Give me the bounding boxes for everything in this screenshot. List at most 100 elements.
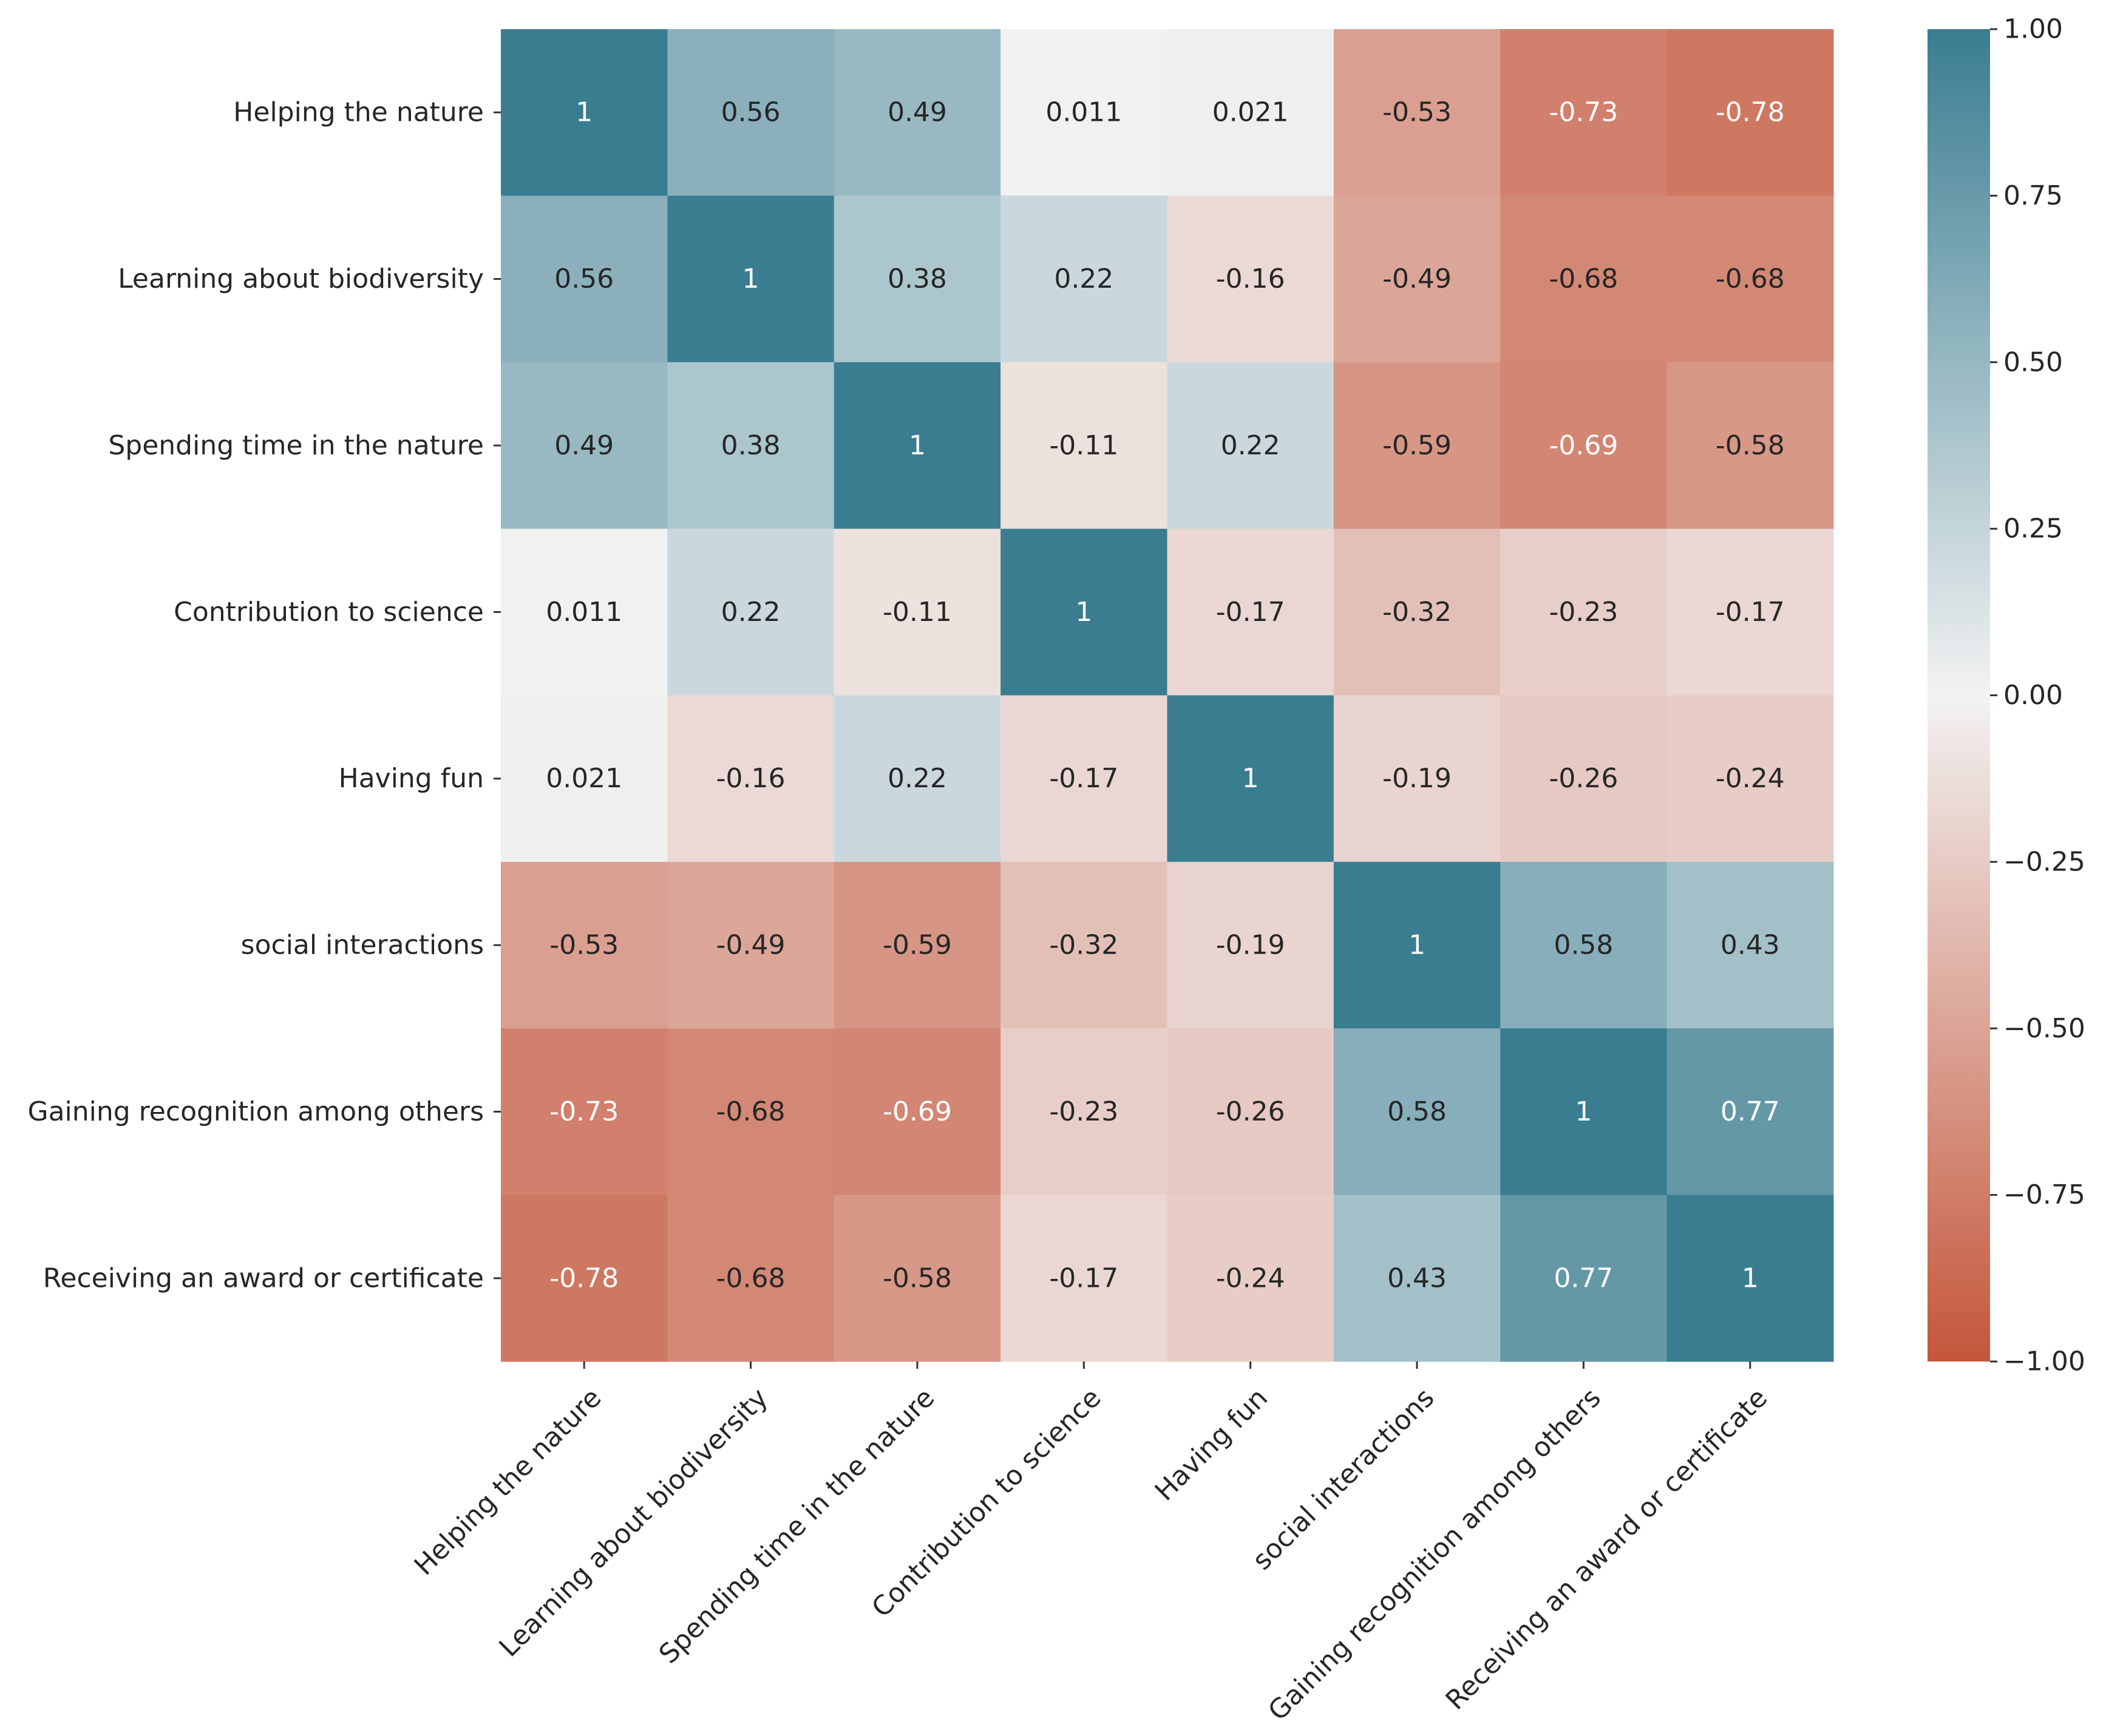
heatmap-cell bbox=[501, 1028, 668, 1196]
heatmap-cell bbox=[667, 362, 835, 529]
cell-annotation: -0.24 bbox=[1716, 763, 1785, 794]
y-tick-label: Spending time in the nature bbox=[108, 430, 484, 461]
heatmap-cell bbox=[1167, 529, 1334, 696]
heatmap-cell bbox=[667, 1195, 835, 1362]
heatmap-cell bbox=[1666, 861, 1834, 1029]
heatmap-cell bbox=[1666, 29, 1834, 196]
cell-annotation: 1 bbox=[1075, 597, 1092, 628]
x-tick-label: Having fun bbox=[1149, 1382, 1274, 1507]
heatmap-cell bbox=[1167, 29, 1334, 196]
heatmap-cell bbox=[667, 195, 835, 363]
cell-annotation: 0.38 bbox=[721, 430, 781, 461]
colorbar-gradient bbox=[1928, 29, 1990, 1361]
heatmap-cell bbox=[1333, 29, 1501, 196]
cell-annotation: -0.68 bbox=[716, 1096, 786, 1127]
cell-annotation: 0.011 bbox=[1045, 97, 1122, 128]
cell-annotation: 0.22 bbox=[888, 763, 947, 794]
heatmap-cell bbox=[1167, 861, 1334, 1029]
cell-annotation: 0.56 bbox=[721, 97, 781, 128]
cell-annotation: -0.16 bbox=[716, 763, 786, 794]
colorbar-tick-label: 0.25 bbox=[2003, 514, 2063, 544]
heatmap-cell bbox=[1500, 195, 1668, 363]
cell-annotation: -0.11 bbox=[1049, 430, 1118, 461]
cell-annotation: -0.17 bbox=[1049, 763, 1118, 794]
y-tick-label: Contribution to science bbox=[174, 597, 484, 628]
colorbar-tick-label: −0.75 bbox=[2003, 1179, 2085, 1210]
heatmap-cell bbox=[501, 861, 668, 1029]
heatmap-cell bbox=[1000, 861, 1167, 1029]
cell-annotation: 0.49 bbox=[554, 430, 614, 461]
cell-annotation: 1 bbox=[1408, 930, 1425, 961]
heatmap-cell bbox=[1000, 1028, 1167, 1196]
cell-annotation: 0.77 bbox=[1554, 1263, 1613, 1294]
y-tick-label: Learning about biodiversity bbox=[118, 263, 484, 294]
y-tick-label: social interactions bbox=[241, 930, 484, 961]
heatmap-cell bbox=[667, 29, 835, 196]
cell-annotation: -0.53 bbox=[1382, 97, 1452, 128]
heatmap-cell bbox=[1666, 1028, 1834, 1196]
heatmap-cell bbox=[1167, 195, 1334, 363]
heatmap-cell bbox=[1333, 529, 1501, 696]
heatmap-cell bbox=[1167, 695, 1334, 863]
heatmap-cell bbox=[1333, 1028, 1501, 1196]
heatmap-cell bbox=[1333, 195, 1501, 363]
colorbar: 1.00 0.75 0.50 0.25 0.00 −0.25 −0.50 −0.75 −1.00 bbox=[1928, 14, 2085, 1377]
cell-annotation: -0.19 bbox=[1382, 763, 1452, 794]
cell-annotation: -0.26 bbox=[1549, 763, 1619, 794]
heatmap-cell bbox=[834, 195, 1001, 363]
cell-annotation: -0.23 bbox=[1049, 1096, 1118, 1127]
heatmap-annotations: 1 0.56 0.49 0.011 0.021 -0.53 -0.73 -0.78 0.56 1 0… bbox=[546, 97, 1785, 1294]
heatmap-cell bbox=[501, 195, 668, 363]
cell-annotation: 1 bbox=[1742, 1263, 1759, 1294]
heatmap-cell bbox=[501, 362, 668, 529]
heatmap-cell bbox=[834, 1028, 1001, 1196]
heatmap-cell bbox=[1500, 695, 1668, 863]
heatmap-cell bbox=[1167, 1028, 1334, 1196]
cell-annotation: 1 bbox=[1242, 763, 1259, 794]
x-tick-label: Gaining recognition among others bbox=[1262, 1382, 1606, 1726]
cell-annotation: -0.69 bbox=[883, 1096, 952, 1127]
cell-annotation: -0.11 bbox=[883, 597, 952, 628]
colorbar-tick-label: 1.00 bbox=[2003, 14, 2063, 45]
heatmap-cell bbox=[1666, 695, 1834, 863]
cell-annotation: 0.22 bbox=[721, 597, 781, 628]
y-tick-label: Receiving an award or certificate bbox=[43, 1263, 484, 1294]
cell-annotation: -0.68 bbox=[1716, 263, 1785, 294]
cell-annotation: -0.19 bbox=[1216, 930, 1285, 961]
colorbar-tick-label: −0.50 bbox=[2003, 1013, 2085, 1044]
colorbar-tick-label: −0.25 bbox=[2003, 846, 2085, 877]
heatmap-cell bbox=[1666, 362, 1834, 529]
cell-annotation: 0.22 bbox=[1054, 263, 1113, 294]
heatmap-cell bbox=[501, 29, 668, 196]
cell-annotation: -0.68 bbox=[1549, 263, 1619, 294]
heatmap-cell bbox=[1000, 1195, 1167, 1362]
colorbar-tick-label: 0.75 bbox=[2003, 180, 2063, 211]
heatmap-cell bbox=[1000, 195, 1167, 363]
heatmap-cell bbox=[1500, 1028, 1668, 1196]
heatmap-cell bbox=[1333, 695, 1501, 863]
cell-annotation: -0.17 bbox=[1716, 597, 1785, 628]
heatmap-cell bbox=[1666, 1195, 1834, 1362]
cell-annotation: -0.26 bbox=[1216, 1096, 1285, 1127]
cell-annotation: -0.58 bbox=[883, 1263, 952, 1294]
cell-annotation: -0.73 bbox=[1549, 97, 1619, 128]
cell-annotation: -0.32 bbox=[1382, 597, 1452, 628]
cell-annotation: -0.24 bbox=[1216, 1263, 1285, 1294]
heatmap-cell bbox=[834, 362, 1001, 529]
heatmap-cell bbox=[1167, 362, 1334, 529]
heatmap-cell bbox=[1000, 529, 1167, 696]
cell-annotation: -0.32 bbox=[1049, 930, 1118, 961]
heatmap-cell bbox=[834, 529, 1001, 696]
heatmap-cell bbox=[501, 1195, 668, 1362]
heatmap-cell bbox=[501, 695, 668, 863]
heatmap-cell bbox=[834, 695, 1001, 863]
heatmap-cell bbox=[1500, 362, 1668, 529]
cell-annotation: -0.69 bbox=[1549, 430, 1619, 461]
cell-annotation: 0.43 bbox=[1387, 1263, 1447, 1294]
heatmap-cell bbox=[501, 529, 668, 696]
cell-annotation: 0.56 bbox=[554, 263, 614, 294]
heatmap-cell bbox=[1666, 195, 1834, 363]
cell-annotation: 0.77 bbox=[1720, 1096, 1780, 1127]
cell-annotation: 0.011 bbox=[546, 597, 622, 628]
